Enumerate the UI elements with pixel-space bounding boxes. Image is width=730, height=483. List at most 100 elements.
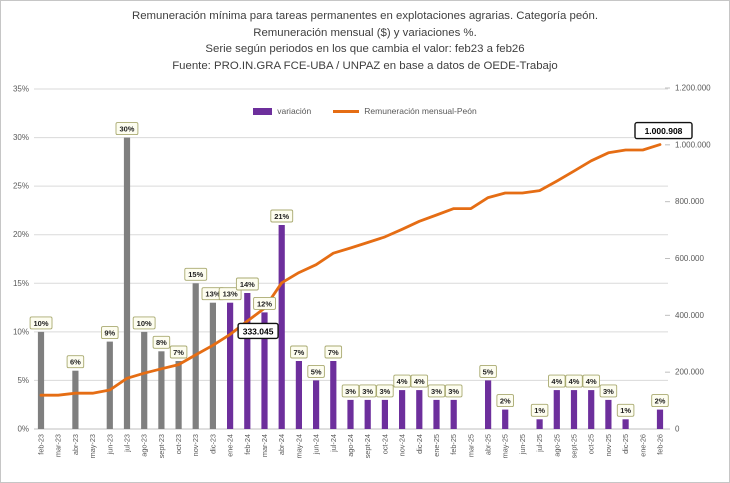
x-tick-label: feb-24 (243, 434, 252, 455)
bar-label-box-nov-23 (184, 267, 208, 281)
bar-label-box-feb-23 (29, 316, 53, 330)
x-tick-label: feb-25 (449, 434, 458, 455)
bar-label-box-sept-25 (565, 374, 583, 388)
bar-feb-25 (450, 399, 457, 429)
bar-sept-25 (570, 390, 578, 429)
callout-box-ene-24 (237, 322, 279, 340)
x-tick-label: feb-26 (655, 434, 664, 455)
x-tick-label: ago-23 (140, 434, 149, 457)
bar-label-box-jun-23 (101, 326, 119, 340)
bar-label-box-ene-24 (218, 287, 242, 301)
bar-dic-23 (209, 302, 216, 429)
legend: variación Remuneración mensual-Peón (1, 106, 729, 116)
bar-oct-24 (381, 399, 388, 429)
legend-item-remuneracion: Remuneración mensual-Peón (333, 106, 477, 116)
x-tick-label: feb-23 (37, 434, 46, 455)
bar-label-ago-25: 4% (551, 377, 562, 386)
bar-label-ago-23: 10% (137, 319, 152, 328)
x-tick-label: abr-24 (277, 434, 286, 455)
left-tick-label: 35% (13, 85, 29, 94)
bar-label-may-24: 7% (293, 348, 304, 357)
bar-label-dic-24: 4% (414, 377, 425, 386)
bar-label-abr-25: 5% (483, 367, 494, 376)
callout-text-ene-24: 333.045 (243, 326, 274, 336)
bar-label-jul-23: 30% (119, 125, 134, 134)
bar-label-box-nov-24 (393, 374, 411, 388)
bar-label-box-oct-25 (582, 374, 600, 388)
bar-label-box-oct-23 (169, 345, 188, 359)
bar-ago-25 (553, 390, 560, 429)
bar-label-box-abr-23 (66, 355, 85, 369)
x-tick-label: ene-25 (432, 434, 441, 457)
bar-label-jun-23: 9% (104, 329, 115, 338)
x-tick-label: abr-23 (71, 434, 80, 455)
x-tick-label: may-23 (88, 434, 97, 458)
x-tick-label: nov-23 (191, 434, 200, 456)
bar-label-jul-25: 1% (534, 406, 545, 415)
x-tick-label: nov-24 (398, 434, 407, 456)
bar-swatch-icon (253, 107, 273, 115)
bar-label-box-dic-24 (410, 374, 429, 388)
bar-label-ene-25: 3% (431, 387, 442, 396)
title-line-4: Fuente: PRO.IN.GRA FCE-UBA / UNPAZ en ba… (172, 59, 558, 72)
bar-nov-25 (605, 399, 612, 429)
bar-may-24 (295, 361, 302, 429)
left-tick-label: 30% (13, 133, 29, 142)
x-tick-label: jul-23 (122, 434, 131, 453)
bar-jun-24 (313, 380, 320, 429)
x-tick-label: oct-24 (380, 434, 389, 454)
bar-dic-24 (416, 390, 423, 429)
bar-label-box-abr-25 (479, 364, 497, 378)
bar-ene-24 (227, 302, 234, 429)
bar-abr-25 (485, 380, 492, 429)
x-tick-label: may-24 (294, 434, 303, 458)
bar-oct-23 (175, 361, 182, 429)
bar-label-dic-25: 1% (620, 406, 631, 415)
x-tick-label: ago-25 (552, 434, 561, 457)
bar-label-box-jun-24 (307, 364, 325, 378)
left-tick-label: 20% (13, 230, 29, 239)
bar-label-feb-24: 14% (240, 280, 255, 289)
chart-title: Remuneración mínima para tareas permanen… (1, 8, 729, 74)
bar-label-box-ago-25 (548, 374, 566, 388)
right-tick-label: 400.000 (675, 311, 704, 320)
left-tick-label: 15% (13, 279, 29, 288)
x-tick-label: sept-25 (570, 434, 579, 458)
bar-label-may-25: 2% (500, 397, 511, 406)
bar-label-sept-23: 8% (156, 338, 167, 347)
bar-label-mar-24: 12% (257, 299, 272, 308)
bar-label-feb-26: 2% (655, 397, 666, 406)
bar-jul-24 (330, 361, 337, 429)
x-tick-label: ene-26 (638, 434, 647, 457)
bar-jul-25 (536, 419, 543, 429)
x-tick-label: ene-24 (226, 434, 235, 457)
left-tick-label: 25% (13, 182, 29, 191)
bar-label-feb-25: 3% (448, 387, 459, 396)
bar-ene-25 (433, 399, 440, 429)
x-tick-label: mar-25 (466, 434, 475, 457)
bar-label-box-oct-24 (376, 384, 394, 398)
bar-label-nov-25: 3% (603, 387, 614, 396)
bar-label-abr-24: 21% (274, 212, 289, 221)
right-tick-label: 800.000 (675, 197, 704, 206)
x-tick-label: jul-25 (535, 434, 544, 453)
x-tick-label: mar-24 (260, 434, 269, 457)
bar-label-nov-23: 15% (188, 270, 203, 279)
bar-label-ene-24: 13% (223, 290, 238, 299)
x-tick-label: oct-23 (174, 434, 183, 454)
x-tick-label: dic-25 (621, 434, 630, 454)
x-tick-label: oct-25 (587, 434, 596, 454)
bar-label-jun-24: 5% (311, 367, 322, 376)
bar-label-box-sept-23 (152, 335, 171, 349)
bar-abr-24 (278, 225, 285, 429)
bar-feb-24 (244, 293, 251, 429)
right-tick-label: 1.200.000 (675, 84, 711, 93)
bar-label-jul-24: 7% (328, 348, 339, 357)
bar-label-sept-25: 4% (569, 377, 580, 386)
bar-label-oct-24: 3% (379, 387, 390, 396)
right-tick-label: 600.000 (675, 254, 704, 263)
bar-jun-23 (106, 341, 113, 429)
bar-ago-23 (141, 331, 148, 429)
